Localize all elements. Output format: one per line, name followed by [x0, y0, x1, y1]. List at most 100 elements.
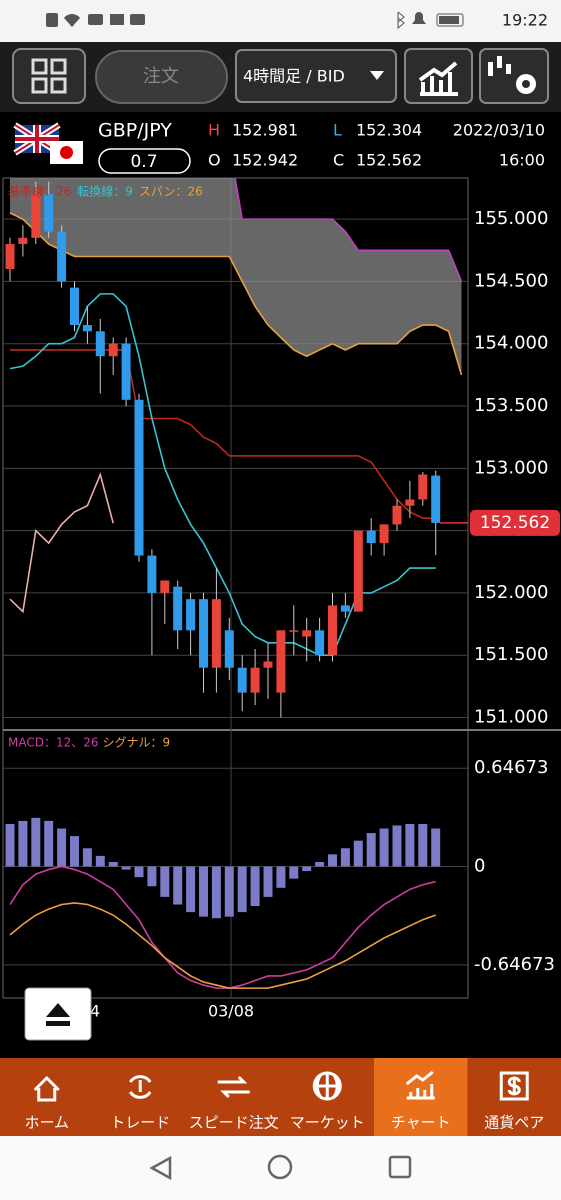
dropdown-arrow	[370, 71, 384, 80]
candle-body	[160, 580, 170, 593]
histogram-bar	[70, 836, 79, 867]
nav-label: 通貨ペア	[484, 1114, 544, 1132]
nav-label: チャート	[391, 1114, 451, 1132]
indicator-line	[9, 865, 436, 989]
candle-body	[147, 555, 157, 593]
order-button[interactable]	[95, 50, 228, 104]
legend-entry: シグナル：9	[103, 736, 171, 750]
candle-body	[353, 530, 363, 612]
menu-button[interactable]	[12, 48, 86, 104]
candle-body	[237, 667, 247, 693]
candle-body	[70, 287, 79, 326]
histogram-bar	[237, 866, 247, 913]
nav-tab[interactable]	[187, 1058, 281, 1136]
candle-body	[392, 505, 402, 525]
candle-body	[18, 237, 28, 245]
histogram-bar	[328, 854, 337, 867]
y-tick-label: 153.000	[474, 457, 548, 478]
chart-type-icon	[418, 61, 458, 96]
histogram-bar	[431, 828, 441, 867]
legend-entry: 転換線：9	[77, 184, 133, 199]
plot-area	[5, 817, 441, 989]
date: 2022/03/10	[453, 121, 545, 140]
nav-icon	[499, 1071, 529, 1101]
y-tick-label: 154.500	[474, 270, 548, 291]
system-nav	[0, 1136, 561, 1200]
quote-value: 152.942	[232, 151, 298, 170]
nav-icon	[33, 1075, 60, 1102]
candle-body	[250, 667, 260, 693]
candle-body	[431, 475, 441, 523]
histogram-bar	[160, 866, 170, 897]
histogram-bar	[82, 848, 92, 867]
nav-label: ホーム	[24, 1114, 69, 1132]
histogram-bar	[199, 866, 208, 917]
icon	[46, 13, 58, 27]
quote-value: 152.562	[356, 151, 422, 170]
settings-icon	[488, 56, 536, 94]
candle-body	[340, 605, 350, 612]
timeframe-dropdown[interactable]	[235, 49, 397, 103]
icon	[439, 16, 459, 24]
x-tick-label: 4	[90, 1002, 100, 1021]
y-tick-label: 155.000	[474, 208, 548, 229]
last-price-label: 152.562	[480, 513, 550, 533]
candle-body	[405, 499, 415, 506]
icon	[88, 14, 103, 25]
plot-area	[5, 178, 463, 718]
quote-label: H	[208, 121, 220, 140]
candle-body	[328, 605, 337, 656]
time: 16:00	[499, 151, 545, 170]
quote-value: 152.304	[356, 121, 422, 140]
nav-tab[interactable]	[467, 1058, 561, 1136]
candle-body	[315, 630, 325, 656]
nav-tab[interactable]	[0, 1058, 94, 1136]
timeframe-label: 4時間足 / BID	[243, 67, 345, 86]
status-icons	[46, 11, 464, 30]
candle-body	[289, 630, 299, 632]
candle-body	[379, 524, 389, 544]
recents-button[interactable]	[388, 1155, 412, 1179]
histogram-bar	[405, 823, 415, 867]
eject-icon	[46, 1003, 70, 1026]
candle-body	[31, 194, 41, 238]
histogram-bar	[147, 866, 157, 887]
quote-value: 152.981	[232, 121, 298, 140]
candle-body	[276, 630, 286, 693]
candle-body	[302, 630, 312, 637]
histogram-bar	[95, 855, 105, 867]
histogram-bar	[302, 866, 312, 872]
histogram-bar	[315, 861, 325, 867]
icon	[397, 11, 405, 30]
spread-box	[98, 148, 191, 174]
clock: 19:22	[502, 11, 548, 30]
icon	[110, 14, 124, 25]
y-tick-label: 152.000	[474, 582, 548, 603]
spread: 0.7	[130, 152, 157, 172]
candle-body	[173, 586, 183, 631]
indicator-line	[9, 902, 436, 989]
candle-body	[5, 244, 15, 269]
y-tick-label: -0.64673	[474, 954, 555, 975]
nav-label: スピード注文	[189, 1114, 279, 1132]
home-button[interactable]	[267, 1154, 293, 1180]
indicator-line	[234, 178, 463, 282]
candle-body	[186, 599, 196, 631]
histogram-bar	[173, 866, 183, 905]
status-bar	[0, 0, 561, 42]
back-button[interactable]	[149, 1155, 172, 1181]
histogram-bar	[340, 848, 350, 867]
y-tick-label: 153.500	[474, 395, 548, 416]
candle-body	[199, 599, 208, 668]
histogram-bar	[5, 823, 15, 867]
histogram-bar	[134, 866, 144, 878]
histogram-bar	[366, 833, 376, 867]
indicator-line	[10, 349, 436, 519]
histogram-bar	[108, 861, 118, 867]
candle-body	[121, 343, 131, 400]
candle-body	[211, 599, 221, 668]
y-tick-label: 151.500	[474, 644, 548, 665]
quote-label: C	[333, 151, 344, 170]
candle-body	[418, 474, 428, 500]
